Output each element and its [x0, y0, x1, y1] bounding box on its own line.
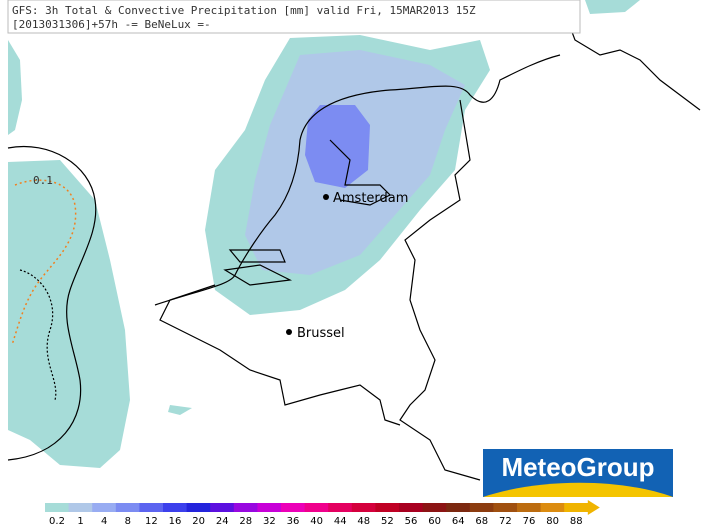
legend-swatch	[68, 503, 93, 512]
legend-swatch	[399, 503, 424, 512]
legend-label: 8	[125, 516, 131, 527]
logo-text: MeteoGroup	[501, 452, 654, 482]
legend-swatch	[422, 503, 447, 512]
legend-label: 4	[101, 516, 107, 527]
legend-label: 20	[192, 516, 205, 527]
legend-label: 32	[263, 516, 276, 527]
precip-areas	[8, 0, 640, 468]
legend-label: 28	[239, 516, 252, 527]
logo: MeteoGroup	[483, 449, 673, 497]
legend-label: 68	[475, 516, 488, 527]
legend-swatch	[115, 503, 140, 512]
legend-swatch	[493, 503, 518, 512]
legend-swatch	[517, 503, 542, 512]
legend-swatch	[45, 503, 70, 512]
legend-swatch	[257, 503, 282, 512]
header-box	[7, 0, 581, 34]
legend-swatch	[328, 503, 353, 512]
city-dot	[323, 194, 329, 200]
coastlines	[7, 0, 701, 481]
legend-swatch	[210, 503, 235, 512]
legend-label: 44	[334, 516, 347, 527]
legend-swatch	[540, 503, 565, 512]
legend-swatch	[163, 503, 188, 512]
legend-swatch	[281, 503, 306, 512]
legend-swatch	[375, 503, 400, 512]
legend-label: 0.2	[49, 516, 65, 527]
legend-label: 56	[405, 516, 418, 527]
legend-label: 72	[499, 516, 512, 527]
legend-swatch	[186, 503, 211, 512]
legend-label: 1	[77, 516, 83, 527]
city-label: Brussel	[297, 326, 345, 341]
legend-swatch	[469, 503, 494, 512]
legend-swatch	[92, 503, 117, 512]
legend-label: 52	[381, 516, 394, 527]
legend-swatch	[446, 503, 471, 512]
header-title: GFS: 3h Total & Convective Precipitation…	[12, 4, 476, 17]
city-label: Amsterdam	[333, 191, 408, 206]
city-dot	[286, 329, 292, 335]
contour-label: 0.1	[33, 174, 53, 187]
color-legend: 0.2 1 4 8 12 16 20 24 28 32 36 40 44 48 52 56 60 64 68 72 76…	[45, 500, 600, 527]
contour-line	[11, 179, 77, 346]
legend-swatch	[304, 503, 329, 512]
legend-label: 36	[287, 516, 300, 527]
legend-swatch	[233, 503, 258, 512]
header-run: [2013031306]+57h -= BeNeLux =-	[12, 18, 211, 31]
legend-label: 76	[523, 516, 536, 527]
legend-label: 88	[570, 516, 583, 527]
legend-label: 48	[357, 516, 370, 527]
legend-label: 12	[145, 516, 158, 527]
legend-label: 16	[169, 516, 182, 527]
legend-swatch	[351, 503, 376, 512]
legend-swatch	[564, 503, 589, 512]
legend-swatch	[139, 503, 164, 512]
legend-label: 40	[310, 516, 323, 527]
legend-arrow	[587, 500, 600, 515]
legend-label: 24	[216, 516, 229, 527]
legend-label: 80	[546, 516, 559, 527]
legend-label: 64	[452, 516, 465, 527]
legend-label: 60	[428, 516, 441, 527]
